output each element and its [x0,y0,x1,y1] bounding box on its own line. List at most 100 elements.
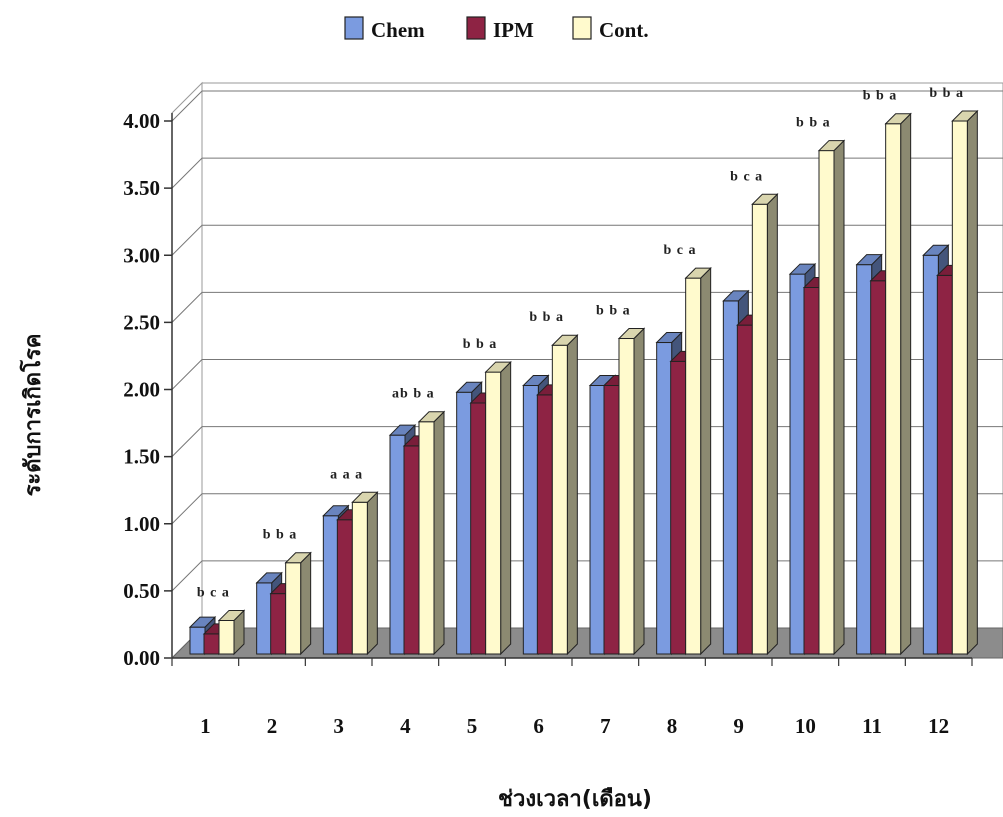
bar-top [417,411,446,423]
bar-cont [484,360,512,656]
bar-front [951,120,968,655]
x-tick-label: 5 [467,714,478,738]
x-tick-label: 9 [733,714,744,738]
x-tick-label: 11 [862,714,882,738]
bar-front [670,360,687,655]
bar-front [256,582,273,655]
y-axis-title: ระดับการเกิดโรค [19,334,46,497]
bar-front [522,385,539,655]
bar-top [455,381,483,393]
bar-front [551,344,568,655]
y-tick-label: 3.00 [123,243,160,267]
x-axis: 1 2 3 4 5 6 7 8 9 10 11 12 [171,657,973,738]
bar-front [751,203,768,655]
y-axis: 0.00 0.50 1.00 1.50 2.00 2.50 3.00 3.50 4.00 [123,109,173,670]
legend: Chem IPM Cont. [344,16,649,42]
bar-side [366,491,378,656]
bar-front [936,274,953,655]
bar-top [722,290,750,302]
significance-label: b c a [664,243,697,258]
bar-cont [884,112,912,656]
bar-front [403,445,420,655]
legend-swatch [572,16,592,40]
bar-side [700,266,712,656]
x-tick-label: 8 [667,714,678,738]
bar-cont [617,327,646,656]
legend-swatch [466,16,486,40]
significance-label: b b a [529,310,564,325]
bar-top [855,254,883,266]
y-tick-label: 2.00 [123,378,160,402]
significance-label: ab b a [392,387,435,402]
bar-top [322,505,350,517]
bar-front [389,434,406,655]
bar-top [751,193,779,205]
bar-front [189,626,206,655]
bar-front [603,385,620,655]
legend-swatch [344,16,364,40]
bar-front [818,150,835,655]
x-tick-label: 6 [533,714,544,738]
x-tick-label: 12 [928,714,949,738]
bar-top [684,267,712,279]
legend-item: Cont. [572,16,649,42]
bar-front [270,593,287,655]
bar-side [900,112,912,656]
legend-label: Cont. [599,18,649,42]
bar-side [500,360,512,656]
x-axis-title: ช่วงเวลา(เดือน) [498,787,652,812]
bar-cont [951,109,979,656]
bar-top [817,140,846,152]
bar-top [788,263,817,275]
bar-top [522,375,550,386]
bar-cont [751,193,779,656]
bar-top [551,334,579,346]
x-tick-label: 2 [267,714,278,738]
bar-side [433,410,445,656]
bar-front [351,501,368,655]
bar-cont [217,609,246,656]
bar-front [722,300,739,655]
bar-front [418,421,435,655]
significance-label: b b a [263,528,298,543]
y-tick-label: 0.00 [123,646,160,670]
bar-front [922,254,939,655]
bar-front [870,280,887,655]
bar-side [633,327,645,656]
y-tick-label: 0.50 [123,579,160,603]
y-tick-label: 2.50 [123,310,160,334]
significance-label: a a a [330,467,363,482]
bar-front [336,519,353,655]
bar-front [656,342,673,655]
bar-top [922,244,950,256]
bar-top [284,552,312,564]
bar-front [885,123,902,655]
bar-front [618,338,635,655]
bar-side [766,193,778,656]
x-tick-label: 3 [333,714,344,738]
y-tick-label: 1.00 [123,512,160,536]
bar-top [617,328,646,340]
x-tick-label: 1 [200,714,211,738]
gridline [171,224,1003,256]
significance-label: b b a [863,89,898,104]
bar-front [470,402,487,655]
significance-label: b b a [929,86,964,101]
bar-cont [351,491,379,656]
bar-top [884,113,912,125]
bar-front [285,562,302,655]
bar-front [803,286,820,655]
bar-side [833,139,845,656]
y-tick-label: 1.50 [123,445,160,469]
y-tick-label: 4.00 [123,109,160,133]
x-tick-label: 7 [600,714,611,738]
bar-side [300,551,312,656]
significance-label: b b a [796,116,831,131]
bar-front [456,391,473,655]
bar-top [951,110,979,122]
significance-label: b b a [463,337,498,352]
significance-label: b c a [730,169,763,184]
bar-top [351,491,379,503]
y-tick-label: 3.50 [123,176,160,200]
